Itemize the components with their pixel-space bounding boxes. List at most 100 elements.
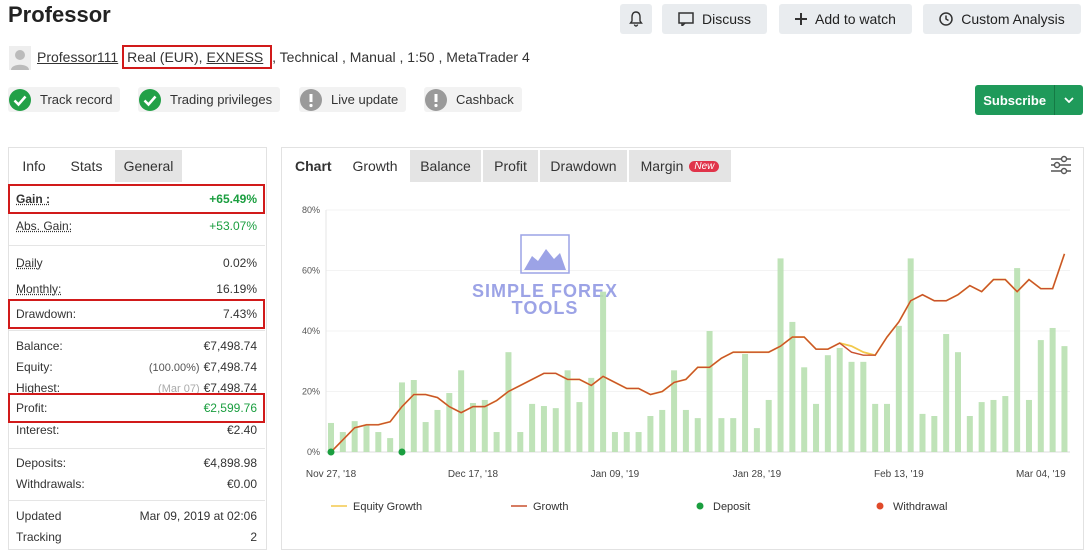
- tab-label: Drawdown: [550, 158, 617, 174]
- bar: [694, 418, 701, 452]
- bar: [824, 355, 831, 452]
- stat-value-wrap: Mar 09, 2019 at 02:06: [140, 509, 257, 523]
- watch-button[interactable]: Add to watch: [779, 4, 912, 34]
- stat-label: Updated: [16, 509, 62, 523]
- stat-row: Withdrawals: €0.00: [16, 475, 257, 493]
- stat-row: Abs. Gain: +53.07%: [16, 217, 257, 235]
- stat-value-wrap: €7,498.74: [204, 339, 257, 353]
- broker-link[interactable]: EXNESS: [206, 49, 264, 65]
- bar: [742, 353, 749, 452]
- point: [398, 448, 406, 456]
- highlight: [8, 393, 265, 423]
- bar: [517, 432, 524, 452]
- x-tick-label: Feb 13, '19: [874, 469, 924, 480]
- badge: Trading privileges: [138, 87, 281, 112]
- legend-label: Growth: [533, 501, 568, 513]
- settings-icon[interactable]: [1050, 155, 1072, 175]
- discuss-button[interactable]: Discuss: [662, 4, 767, 34]
- bar: [919, 413, 926, 452]
- badge-label: Live update: [331, 92, 399, 107]
- stat-value-wrap: 0.02%: [223, 256, 257, 270]
- stat-value-wrap: 7.43%: [223, 307, 257, 321]
- stats-panel: [8, 147, 267, 550]
- tab[interactable]: Info: [22, 158, 46, 174]
- tab[interactable]: Margin New: [629, 150, 731, 182]
- subscribe-label: Subscribe: [983, 92, 1047, 108]
- bar: [434, 409, 441, 452]
- stat-label: Balance:: [16, 339, 63, 353]
- stat-value-wrap: 2: [250, 530, 257, 544]
- stat-value-wrap: (Mar 07) €7,498.74: [158, 381, 257, 395]
- stat-label: Highest:: [16, 381, 61, 395]
- button-label: Add to watch: [815, 11, 896, 27]
- bar: [469, 402, 476, 452]
- stat-note: (100.00%): [148, 362, 200, 374]
- tab[interactable]: Balance: [410, 150, 481, 182]
- bar: [706, 331, 713, 452]
- stat-value: €7,498.74: [203, 381, 257, 395]
- tab-label: Balance: [420, 158, 471, 174]
- stat-value: €0.00: [226, 477, 257, 491]
- bar: [1002, 396, 1009, 452]
- bar: [907, 258, 914, 452]
- watermark-text: SIMPLE FOREX: [472, 281, 618, 301]
- stat-row: Highest: (Mar 07) €7,498.74: [16, 379, 257, 397]
- stat-label: Drawdown:: [16, 307, 77, 321]
- subscribe-button[interactable]: Subscribe: [975, 85, 1083, 115]
- avatar: [9, 46, 31, 70]
- stat-label: Abs. Gain:: [16, 219, 73, 233]
- stat-value-wrap: +53.07%: [209, 219, 257, 233]
- badge: Live update: [299, 87, 407, 112]
- stat-value: €4,898.98: [203, 456, 257, 470]
- title: Professor: [8, 2, 111, 27]
- tab[interactable]: General: [115, 150, 182, 182]
- stat-value: €7,498.74: [203, 360, 257, 374]
- bar: [718, 418, 725, 452]
- chart-label: Chart: [295, 158, 332, 174]
- bar: [623, 432, 630, 452]
- tab[interactable]: Stats: [70, 158, 103, 174]
- bar: [410, 380, 417, 452]
- bar: [481, 399, 488, 452]
- stat-row: Balance: €7,498.74: [16, 337, 257, 355]
- x-tick-label: Jan 09, '19: [591, 469, 640, 480]
- bar: [493, 432, 500, 452]
- y-tick-label: 0%: [307, 447, 320, 457]
- bar: [801, 367, 808, 452]
- tab[interactable]: Growth: [342, 150, 408, 182]
- stat-row: Interest: €2.40: [16, 421, 257, 439]
- bar: [789, 321, 796, 452]
- stat-label: Deposits:: [16, 456, 67, 470]
- stat-note: (Mar 07): [158, 383, 200, 395]
- analysis-button[interactable]: Custom Analysis: [923, 4, 1081, 34]
- bar: [931, 416, 938, 452]
- stat-label: Daily: [16, 256, 43, 270]
- stat-value: €2.40: [226, 423, 257, 437]
- stat-value-wrap: €2,599.76: [204, 401, 257, 415]
- chart-panel: [281, 147, 1084, 550]
- line: [330, 253, 1066, 453]
- stat-value-wrap: €0.00: [227, 477, 257, 491]
- bar: [635, 432, 642, 452]
- bar: [1061, 346, 1068, 452]
- bar: [682, 409, 689, 452]
- bar: [730, 418, 737, 452]
- bar: [659, 409, 666, 452]
- bar: [351, 421, 358, 452]
- bar: [328, 422, 334, 452]
- bell-button[interactable]: [620, 4, 652, 34]
- tab[interactable]: Drawdown: [540, 150, 627, 182]
- badge-label: Cashback: [456, 92, 514, 107]
- bar: [611, 432, 618, 452]
- separator: [9, 330, 265, 331]
- bar: [943, 334, 950, 452]
- stat-value-wrap: €2.40: [227, 423, 257, 437]
- bar: [978, 402, 985, 452]
- user-link[interactable]: Professor111: [37, 49, 119, 65]
- point: [327, 448, 335, 456]
- highlight: [8, 299, 265, 329]
- stat-row: Deposits: €4,898.98: [16, 454, 257, 472]
- tab[interactable]: Profit: [483, 150, 538, 182]
- watermark-text: TOOLS: [512, 298, 579, 318]
